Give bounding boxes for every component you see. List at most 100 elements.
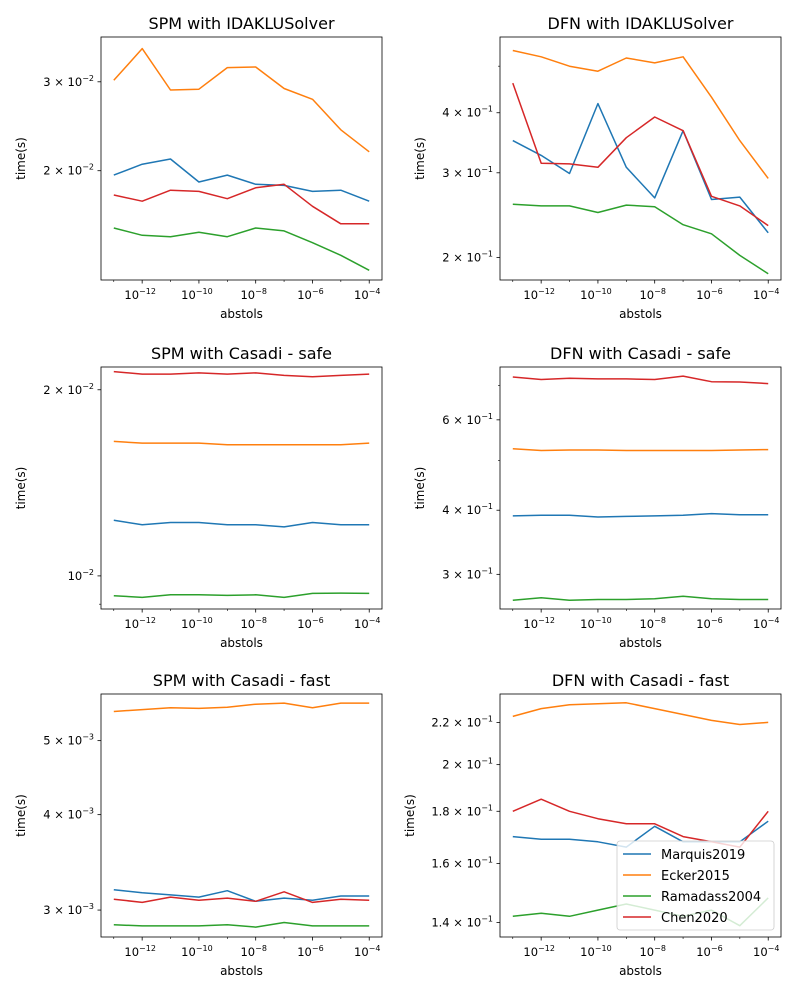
y-tick-label: 2 × 10−2	[43, 163, 94, 178]
x-tick-label: 10−4	[753, 944, 779, 959]
series-line-ramadass2004	[512, 595, 769, 602]
x-axis-label: abstols	[619, 964, 662, 978]
series-line-ecker2015	[113, 47, 370, 153]
x-tick-label: 10−12	[523, 944, 555, 959]
x-tick-label: 10−10	[580, 616, 612, 631]
series-line-ecker2015	[512, 448, 769, 452]
x-tick-label: 10−8	[240, 287, 266, 302]
series-line-ecker2015	[113, 702, 370, 713]
series-line-marquis2019	[512, 512, 769, 518]
series-line-ramadass2004	[113, 921, 370, 928]
x-tick-label: 10−12	[124, 287, 156, 302]
subplot-title: DFN with Casadi - fast	[552, 671, 729, 690]
y-axis-label: time(s)	[14, 137, 28, 180]
x-tick-label: 10−6	[696, 287, 722, 302]
y-tick-label: 5 × 10−3	[43, 733, 94, 748]
x-tick-label: 10−8	[639, 616, 665, 631]
x-tick-label: 10−4	[354, 287, 380, 302]
x-axis-label: abstols	[619, 307, 662, 321]
series-line-marquis2019	[113, 888, 370, 903]
y-axis-label: time(s)	[14, 794, 28, 837]
legend: Marquis2019 Ecker2015 Ramadass2004 Chen2020	[616, 840, 775, 931]
axes-frame	[100, 366, 383, 610]
series-line-chen2020	[113, 370, 370, 378]
x-tick-label: 10−12	[523, 616, 555, 631]
axes-frame	[100, 693, 383, 938]
y-tick-label: 3 × 10−1	[442, 566, 493, 581]
series-line-marquis2019	[113, 158, 370, 202]
x-tick-label: 10−10	[580, 944, 612, 959]
x-tick-label: 10−12	[124, 616, 156, 631]
y-axis-label: time(s)	[14, 467, 28, 510]
series-line-chen2020	[512, 375, 769, 385]
legend-label: Ramadass2004	[661, 890, 761, 905]
x-tick-label: 10−8	[240, 616, 266, 631]
subplot-3: SPM with Casadi - safe 10−12 10−10 10−8 10−6…	[14, 344, 383, 650]
y-tick-label: 2.2 × 10−1	[431, 714, 493, 729]
series-line-ecker2015	[512, 49, 769, 179]
x-tick-label: 10−6	[297, 287, 323, 302]
x-tick-label: 10−4	[354, 944, 380, 959]
x-tick-label: 10−4	[354, 616, 380, 631]
y-tick-label: 1.6 × 10−1	[431, 855, 493, 870]
series-line-ramadass2004	[512, 203, 769, 275]
x-tick-label: 10−6	[297, 616, 323, 631]
legend-label: Marquis2019	[661, 848, 745, 863]
x-tick-label: 10−10	[181, 616, 213, 631]
legend-label: Chen2020	[661, 911, 728, 926]
series-line-chen2020	[113, 891, 370, 904]
y-tick-label: 2 × 10−2	[43, 382, 94, 397]
series-line-ramadass2004	[113, 592, 370, 599]
axes-frame	[499, 693, 782, 938]
series-line-chen2020	[512, 82, 769, 227]
x-tick-label: 10−10	[580, 287, 612, 302]
series-line-ecker2015	[512, 702, 769, 726]
y-tick-label: 2 × 10−1	[442, 757, 493, 772]
y-tick-label: 1.8 × 10−1	[431, 803, 493, 818]
x-tick-label: 10−6	[297, 944, 323, 959]
subplot-title: SPM with Casadi - safe	[151, 344, 332, 363]
series-line-ecker2015	[113, 440, 370, 446]
x-tick-label: 10−8	[240, 944, 266, 959]
y-tick-label: 10−2	[68, 568, 94, 583]
y-tick-label: 1.4 × 10−1	[431, 915, 493, 930]
x-tick-label: 10−8	[639, 944, 665, 959]
x-tick-label: 10−12	[523, 287, 555, 302]
y-tick-label: 3 × 10−2	[43, 74, 94, 89]
x-axis-label: abstols	[220, 307, 263, 321]
x-tick-label: 10−10	[181, 287, 213, 302]
axes-frame	[100, 36, 383, 281]
x-tick-label: 10−10	[181, 944, 213, 959]
x-tick-label: 10−4	[753, 616, 779, 631]
x-tick-label: 10−8	[639, 287, 665, 302]
subplot-6: DFN with Casadi - fast 10−12 10−10 10−8 10−6…	[403, 671, 782, 978]
subplot-title: DFN with Casadi - safe	[550, 344, 731, 363]
y-tick-label: 3 × 10−3	[43, 902, 94, 917]
subplot-4: DFN with Casadi - safe 10−12 10−10 10−8 10−6…	[413, 344, 782, 650]
subplot-2: DFN with IDAKLUSolver 10−12 10−10 10−8 10−6 1…	[413, 14, 782, 321]
subplot-1: SPM with IDAKLUSolver 10−12 10−10 10−8 10−6 1…	[14, 14, 383, 321]
y-tick-label: 4 × 10−3	[43, 807, 94, 822]
legend-box	[616, 840, 775, 931]
axes-frame	[499, 36, 782, 281]
subplot-title: DFN with IDAKLUSolver	[548, 14, 734, 33]
y-tick-label: 4 × 10−1	[442, 105, 493, 120]
x-tick-label: 10−12	[124, 944, 156, 959]
subplot-title: SPM with IDAKLUSolver	[148, 14, 334, 33]
x-tick-label: 10−4	[753, 287, 779, 302]
axes-frame	[499, 366, 782, 610]
series-line-ramadass2004	[113, 227, 370, 271]
y-axis-label: time(s)	[413, 137, 427, 180]
x-axis-label: abstols	[220, 636, 263, 650]
y-tick-label: 2 × 10−1	[442, 249, 493, 264]
y-axis-label: time(s)	[403, 794, 417, 837]
y-tick-label: 4 × 10−1	[442, 502, 493, 517]
x-tick-label: 10−6	[696, 616, 722, 631]
subplot-title: SPM with Casadi - fast	[153, 671, 330, 690]
y-axis-label: time(s)	[413, 467, 427, 510]
subplot-5: SPM with Casadi - fast 10−12 10−10 10−8 10−6…	[14, 671, 383, 978]
series-line-marquis2019	[113, 519, 370, 528]
x-axis-label: abstols	[220, 964, 263, 978]
series-line-marquis2019	[512, 102, 769, 234]
